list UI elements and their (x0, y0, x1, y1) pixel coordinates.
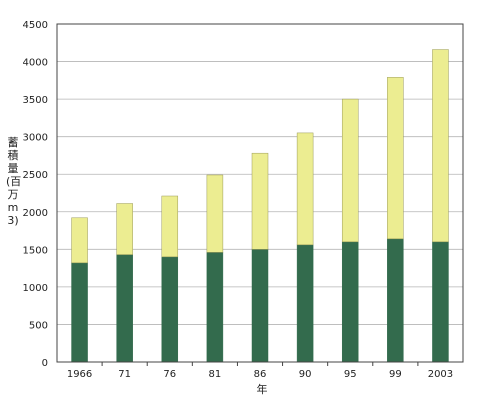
y-tick-label-1500: 1500 (23, 245, 48, 256)
y-tick-label-4500: 4500 (23, 20, 48, 31)
bar-95-series-1 (341, 241, 359, 363)
bar-86-series-2 (251, 152, 269, 250)
y-tick-label-3500: 3500 (23, 95, 48, 106)
x-tick-label-99: 99 (389, 369, 402, 380)
bar-86-series-1 (251, 249, 269, 363)
bar-76-series-2 (161, 195, 179, 258)
y-tick-label-500: 500 (29, 320, 48, 331)
x-tick-label-76: 76 (163, 369, 176, 380)
bar-95-series-2 (341, 98, 359, 243)
x-tick-label-86: 86 (254, 369, 267, 380)
bar-71-series-1 (116, 254, 133, 363)
plot-frame (56, 23, 464, 363)
bar-1966-series-1 (71, 262, 88, 363)
y-tick-label-1000: 1000 (23, 283, 48, 294)
x-tick-label-1966: 1966 (67, 369, 92, 380)
y-tick-label-4000: 4000 (23, 58, 48, 69)
y-axis-label: 蓄積量(百万m3) (6, 136, 22, 227)
x-tick-label-90: 90 (299, 369, 312, 380)
bar-81-series-2 (206, 174, 224, 253)
y-tick-labels: 0 500 1000 1500 2000 2500 3000 3500 4000 4500 (23, 20, 48, 369)
bars (71, 49, 449, 363)
y-tick-label-2000: 2000 (23, 208, 48, 219)
y-tick-label-2500: 2500 (23, 170, 48, 181)
x-tick-label-81: 81 (209, 369, 222, 380)
x-tick-label-2003: 2003 (428, 369, 453, 380)
bar-76-series-1 (161, 256, 179, 363)
bar-2003-series-1 (432, 241, 449, 363)
bar-1966-series-2 (71, 217, 88, 264)
bar-2003-series-2 (432, 49, 449, 243)
bar-90-series-2 (296, 132, 314, 246)
bar-99-series-2 (387, 77, 404, 240)
x-tick-label-71: 71 (118, 369, 131, 380)
bar-81-series-1 (206, 252, 224, 363)
bar-99-series-1 (387, 238, 404, 363)
bar-90-series-1 (296, 244, 314, 363)
y-tick-label-3000: 3000 (23, 133, 48, 144)
x-axis-label: 年 (257, 382, 268, 396)
axes (56, 23, 464, 366)
x-tick-labels: 1966 71 76 81 86 90 95 99 2003 (67, 369, 453, 380)
bar-71-series-2 (116, 203, 133, 255)
y-tick-label-0: 0 (42, 358, 48, 369)
x-tick-label-95: 95 (344, 369, 357, 380)
